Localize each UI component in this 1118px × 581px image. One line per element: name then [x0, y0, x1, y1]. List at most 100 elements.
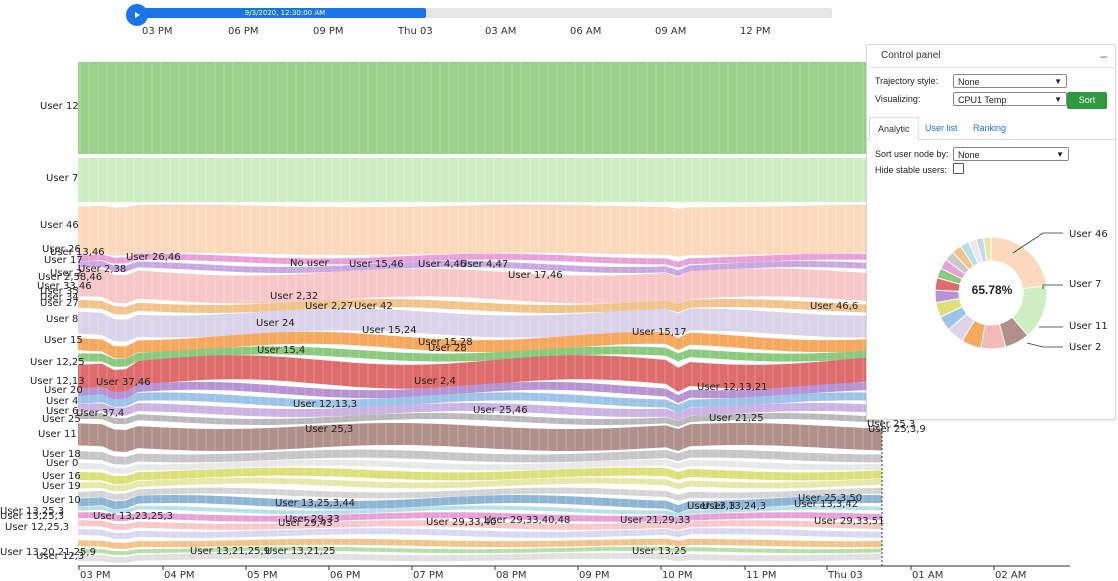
- chevron-down-icon: ▼: [1054, 77, 1062, 86]
- stream-band: [78, 459, 882, 474]
- stream-band: [78, 528, 882, 540]
- stream-label: User 46,6: [810, 301, 859, 312]
- timeline-tick: 06 PM: [228, 26, 259, 37]
- stream-label: User 15,24: [362, 325, 417, 336]
- stream-label: User 2,32: [270, 291, 319, 302]
- panel-title: Control panel: [881, 50, 941, 61]
- visualizing-label: Visualizing:: [875, 94, 921, 104]
- visualizing-select[interactable]: CPU1 Temp ▼: [953, 92, 1067, 106]
- stream-label: User 13,21,25,9: [190, 546, 271, 557]
- tab-analytic[interactable]: Analytic: [869, 117, 919, 141]
- stream-label: User 2,27: [305, 301, 354, 312]
- y-label: User 12: [40, 101, 79, 112]
- timeline-tick: 09 PM: [313, 26, 344, 37]
- stream-label: User 25,3: [305, 424, 354, 435]
- stream-band: [78, 495, 882, 514]
- hide-stable-label: Hide stable users:: [875, 165, 948, 175]
- trajectory-label: Trajectory style:: [875, 76, 939, 86]
- stream-label: User 13,24,3: [702, 501, 767, 512]
- stream-band: [78, 392, 882, 413]
- timeline-tick: 03 AM: [485, 26, 517, 37]
- donut-label: User 11: [1069, 321, 1108, 332]
- stream-label: User 13,21,25: [265, 546, 336, 557]
- play-icon: [135, 12, 140, 18]
- timeline-tick: 06 AM: [570, 26, 602, 37]
- stream-label: User 29,33,40: [426, 517, 497, 528]
- minimize-button[interactable]: –: [1100, 49, 1107, 63]
- y-label: User 26: [42, 244, 81, 255]
- play-button[interactable]: [126, 4, 148, 26]
- y-label: User 16: [42, 471, 81, 482]
- y-label: User 4: [46, 396, 79, 407]
- timeline-track[interactable]: 9/3/2020, 12:30:00 AM: [144, 8, 832, 18]
- stream-label: User 12,13,3: [293, 399, 358, 410]
- x-axis-tick: 09 PM: [579, 570, 610, 581]
- chevron-down-icon: ▼: [1054, 95, 1062, 104]
- y-label: User 7: [46, 173, 79, 184]
- stream-label: User 15,17: [632, 327, 687, 338]
- donut-label: User 46: [1069, 229, 1108, 240]
- stream-band: [78, 355, 882, 395]
- stream-label: User 13,3,42: [794, 499, 859, 510]
- tab-user-list[interactable]: User list: [925, 123, 958, 133]
- timeline-tick: 09 AM: [655, 26, 687, 37]
- stream-label: User 25,46: [473, 405, 528, 416]
- stream-band: [78, 204, 882, 257]
- y-label: User 13,25,3: [0, 511, 65, 522]
- y-label: User 35: [40, 286, 79, 297]
- stream-label: No user: [290, 258, 329, 269]
- stream-label: User 42: [354, 301, 393, 312]
- stream-label: User 28: [428, 343, 467, 354]
- stream-band: [78, 381, 882, 404]
- timeline: 9/3/2020, 12:30:00 AM: [126, 4, 832, 26]
- stream-label: User 24: [256, 318, 295, 329]
- y-label: User 10: [42, 495, 81, 506]
- hide-stable-checkbox[interactable]: [953, 163, 964, 174]
- stream-label: User 13,25,3,44: [275, 498, 356, 509]
- x-axis-tick: 06 PM: [330, 570, 361, 581]
- y-label: User 13,20,21,25,9: [0, 547, 96, 558]
- sort-node-label: Sort user node by:: [875, 149, 949, 159]
- stream-label: User 13,23,25,3: [93, 511, 174, 522]
- stream-label: User 2,58,46: [38, 272, 103, 283]
- trajectory-select[interactable]: None ▼: [953, 74, 1067, 88]
- sort-button[interactable]: Sort: [1067, 92, 1107, 109]
- stream-label: User 37,46: [96, 377, 151, 388]
- leader-line: [1026, 342, 1063, 348]
- leader-line: [1012, 232, 1063, 254]
- stream-label: User 21,25: [709, 413, 764, 424]
- stream-label: User 25,3: [867, 419, 916, 430]
- stream-label: User 29,33,40,48: [484, 515, 571, 526]
- stream-label: User 17,46: [508, 270, 563, 281]
- donut-slice[interactable]: [982, 236, 992, 262]
- stream-label: User 12,13,21: [697, 382, 768, 393]
- panel-tabs: Analytic User list Ranking: [867, 117, 1115, 141]
- donut-slice[interactable]: [990, 236, 1048, 290]
- y-label: User 12,13: [30, 376, 85, 387]
- stream-label: User 37,4: [76, 408, 125, 419]
- x-axis-tick: 02 AM: [995, 570, 1027, 581]
- x-axis-tick: 07 PM: [413, 570, 444, 581]
- tab-ranking[interactable]: Ranking: [973, 123, 1007, 133]
- timeline-progress: 9/3/2020, 12:30:00 AM: [144, 8, 426, 18]
- x-axis-tick: 08 PM: [496, 570, 527, 581]
- x-axis-tick: 03 PM: [80, 570, 111, 581]
- stream-label: User 29,33,51: [814, 516, 885, 527]
- y-label: User 2: [50, 268, 83, 279]
- y-label: User 12,3: [36, 551, 85, 562]
- sort-node-select[interactable]: None ▼: [953, 147, 1069, 161]
- panel-header: Control panel –: [867, 45, 1115, 68]
- stream-label: User 2,38: [78, 264, 127, 275]
- stream-band: [78, 467, 882, 484]
- stream-label: User 13,25: [632, 546, 687, 557]
- stream-band: [78, 268, 882, 306]
- y-label: User 12,25: [30, 357, 85, 368]
- trajectory-value: None: [958, 77, 980, 87]
- x-axis-tick: 01 AM: [912, 570, 944, 581]
- y-label: User 17: [44, 255, 83, 266]
- y-label: User 11: [38, 429, 77, 440]
- stream-label: User 29,43: [278, 518, 333, 529]
- y-label: User 13,46: [50, 247, 105, 258]
- stream-label: User 15,46: [349, 259, 404, 270]
- y-label: User 13,25,3: [0, 506, 65, 517]
